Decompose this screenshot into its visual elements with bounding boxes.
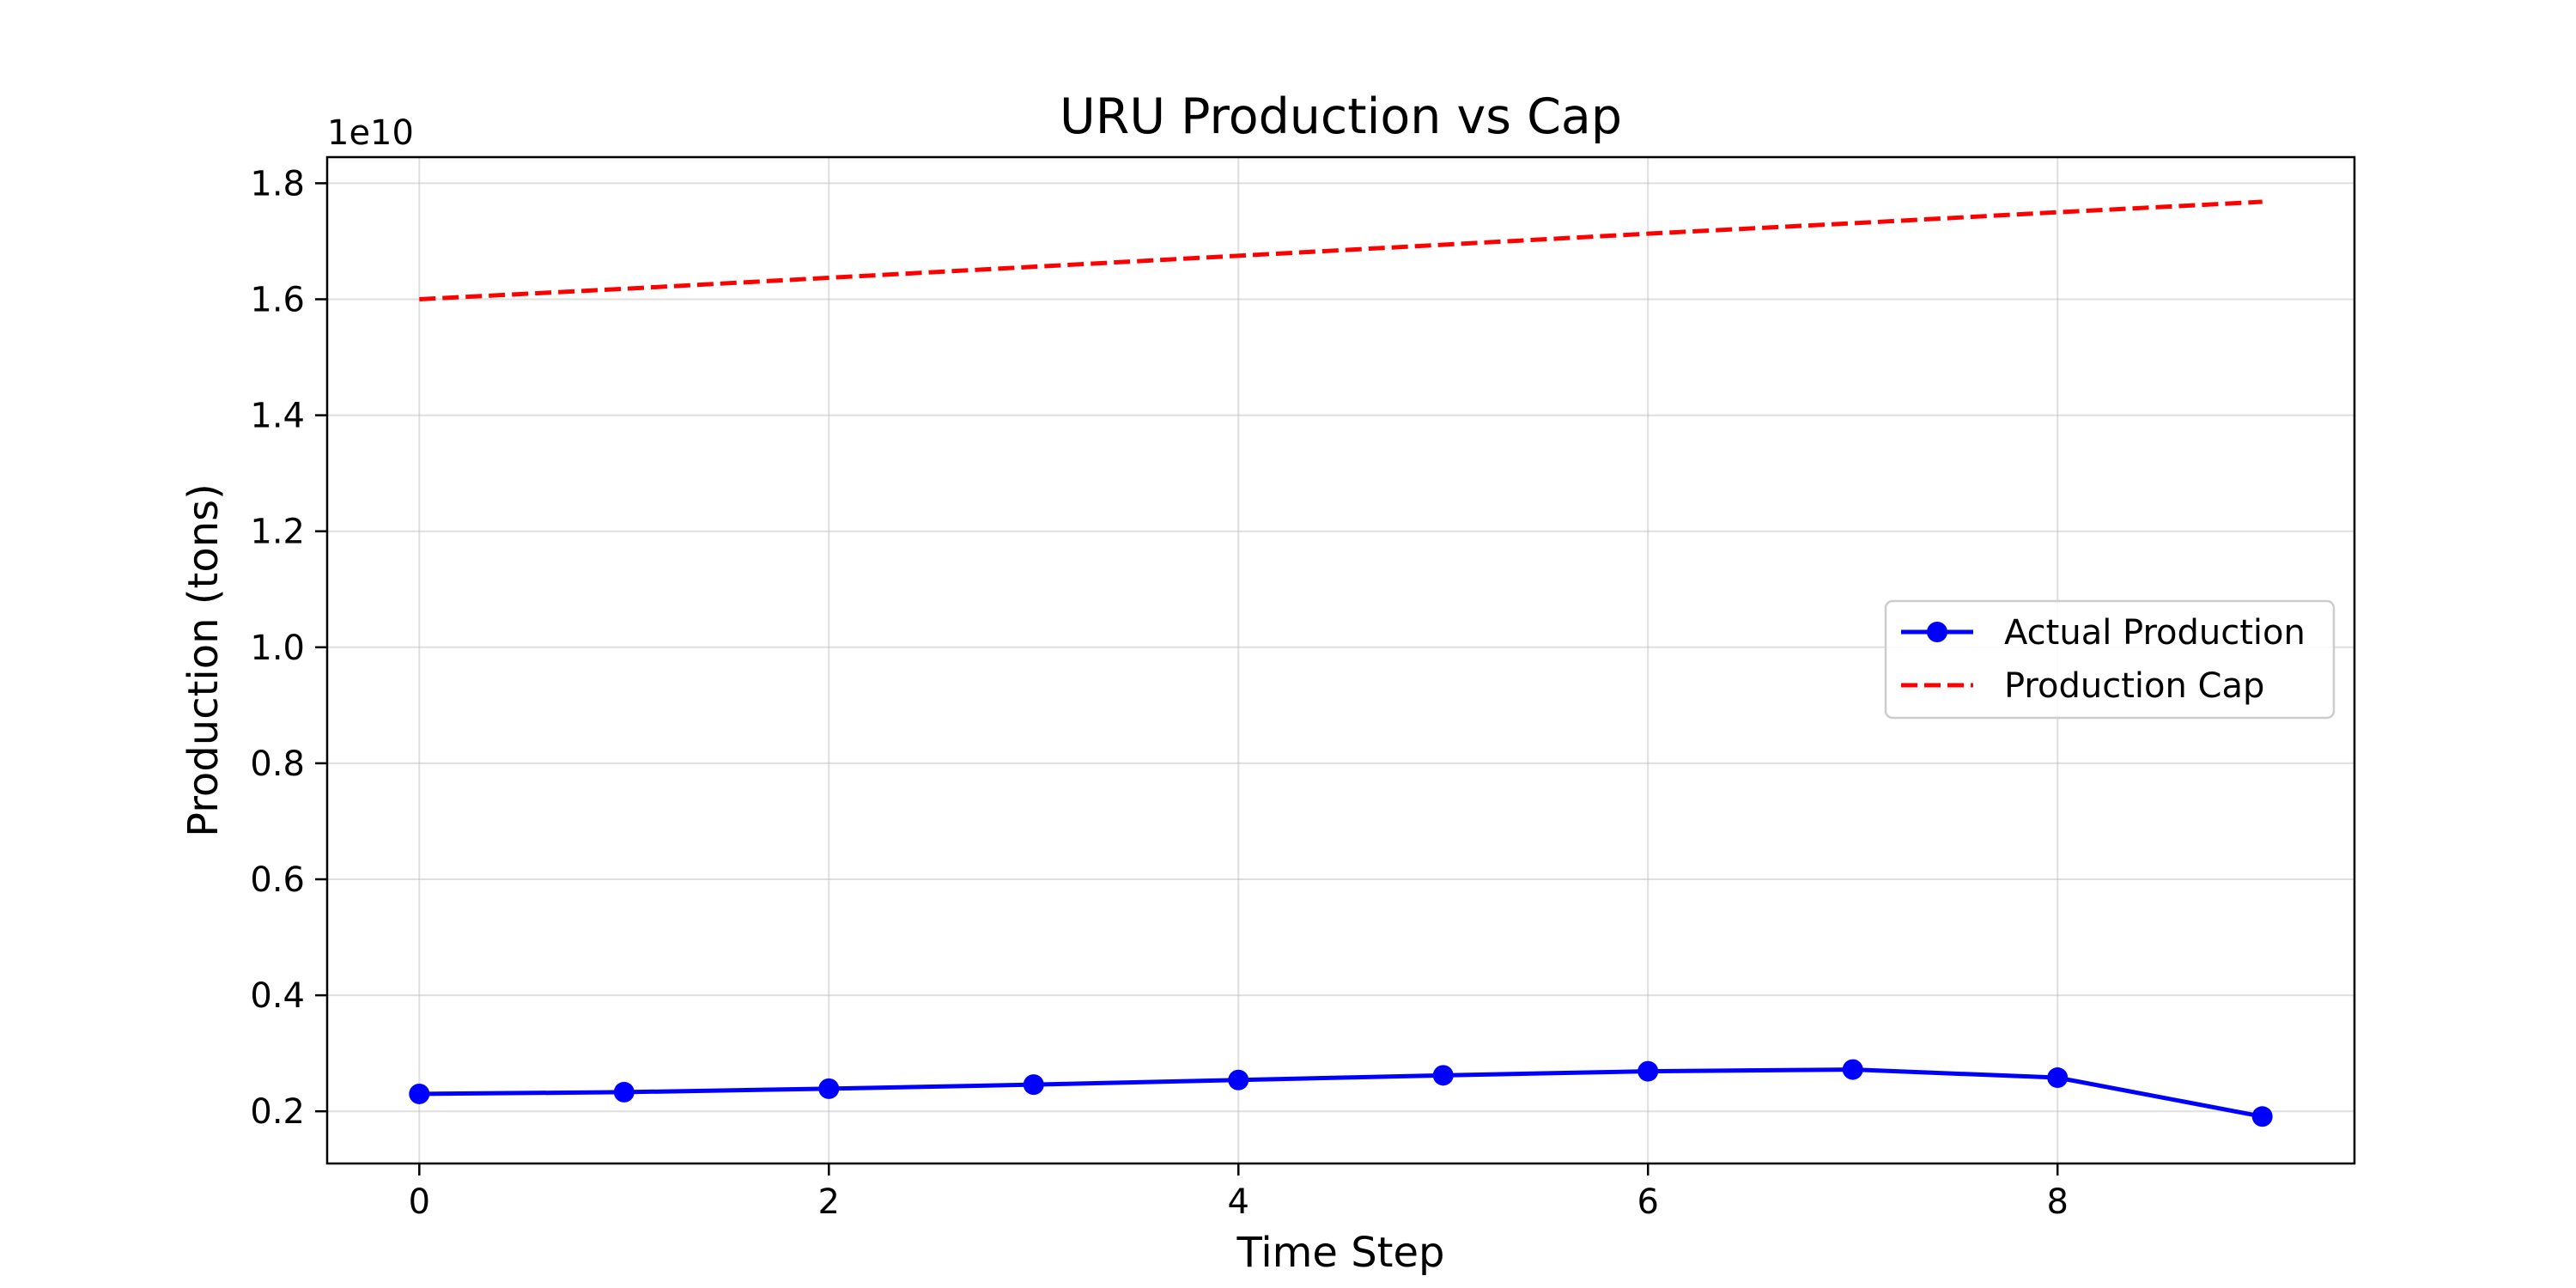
plot-series (409, 199, 2273, 1127)
data-point (613, 1081, 635, 1103)
x-tick-label: 6 (1637, 1182, 1659, 1222)
y-tick-label: 1.6 (250, 280, 305, 319)
legend: Actual Production Production Cap (1884, 599, 2336, 720)
x-tick-label: 2 (818, 1182, 840, 1222)
y-tick-label: 1.8 (250, 164, 305, 204)
x-tick-label: 8 (2046, 1182, 2068, 1222)
y-tick-label: 0.2 (250, 1092, 305, 1132)
data-point (409, 1083, 430, 1104)
series-line-0 (419, 1067, 2263, 1119)
x-axis-label: Time Step (1236, 1229, 1444, 1277)
y-tick-label: 1.2 (250, 513, 305, 552)
y-axis-label: Production (tons) (179, 483, 228, 837)
legend-entry-label: Production Cap (2004, 666, 2264, 706)
data-point (1637, 1060, 1659, 1082)
axis-ticks: 0 2 4 6 8 0.2 0.4 0.6 0.8 1.0 1.2 1.4 1.6 1.8 (250, 164, 2069, 1222)
series-line-1 (419, 199, 2263, 301)
y-tick-label: 0.4 (250, 976, 305, 1016)
y-axis-offset-label: 1e10 (327, 113, 414, 153)
data-point (1842, 1059, 1863, 1080)
x-tick-label: 0 (409, 1182, 430, 1222)
chart-title: URU Production vs Cap (1060, 88, 1622, 145)
x-tick-label: 4 (1228, 1182, 1249, 1222)
data-point (818, 1078, 840, 1099)
y-tick-label: 1.0 (250, 629, 305, 668)
data-point (1228, 1069, 1249, 1091)
legend-entry-label: Actual Production (2004, 613, 2306, 653)
legend-box (1884, 599, 2336, 720)
legend-marker-0 (1927, 622, 1947, 642)
data-point (1432, 1065, 1454, 1086)
plot-frame (325, 155, 2356, 1165)
y-tick-label: 0.6 (250, 860, 305, 900)
data-point (2251, 1106, 2273, 1127)
y-tick-label: 0.8 (250, 744, 305, 784)
data-point (2047, 1067, 2069, 1089)
data-point (1023, 1074, 1044, 1096)
y-tick-label: 1.4 (250, 397, 305, 436)
